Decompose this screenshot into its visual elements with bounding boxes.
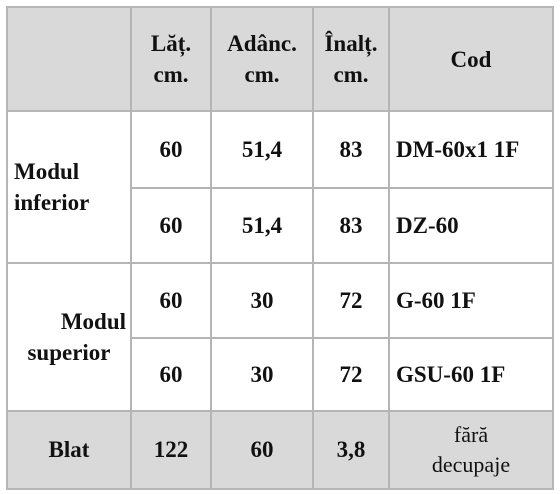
header-cell: Cod <box>388 5 554 113</box>
footer-note: fără decupaje <box>388 409 554 491</box>
cell: 60 <box>210 409 314 491</box>
cell: 72 <box>312 337 390 412</box>
text: 60 <box>159 212 183 238</box>
footer-label: Blat <box>6 409 132 491</box>
cell: 60 <box>130 110 212 189</box>
body-row: 60 30 72 GSU-60 1F <box>7 337 554 412</box>
text: 60 <box>250 437 274 463</box>
text: DZ-60 <box>396 212 459 238</box>
cell: DM-60x1 1F <box>388 110 554 189</box>
text: 60 <box>159 137 183 163</box>
cell: 83 <box>312 110 390 189</box>
text: 30 <box>250 288 274 314</box>
text: 72 <box>339 361 363 387</box>
body-row: 60 51,4 83 DZ-60 <box>7 186 554 265</box>
cell: 72 <box>312 262 390 340</box>
header-cell: Înalț. cm. <box>312 5 390 113</box>
text: superior <box>27 339 111 365</box>
cell: GSU-60 1F <box>388 337 554 412</box>
text: Lăț. <box>150 31 192 57</box>
text: 60 <box>159 361 183 387</box>
cell: 83 <box>312 186 390 265</box>
header-cell <box>6 5 132 113</box>
spec-table: Lăț. cm. Adânc. cm. Înalț. cm. Cod Modul inferio… <box>6 5 554 491</box>
text: 122 <box>153 437 189 463</box>
text: Modul <box>60 308 126 334</box>
text: fără <box>453 422 489 448</box>
cell: 51,4 <box>210 186 314 265</box>
text: inferior <box>14 190 90 216</box>
cell: DZ-60 <box>388 186 554 265</box>
text: 60 <box>159 288 183 314</box>
text: cm. <box>244 62 280 88</box>
text: 83 <box>339 137 363 163</box>
cell: 60 <box>130 337 212 412</box>
cell: 30 <box>210 337 314 412</box>
text: cm. <box>153 62 189 88</box>
text: DM-60x1 1F <box>396 137 520 163</box>
body-row: Modul superior 60 30 72 G-60 1F <box>6 262 554 412</box>
text: cm. <box>333 62 369 88</box>
text: 83 <box>339 212 363 238</box>
footer-row: Blat 122 60 3,8 fără decupaje <box>6 409 554 491</box>
text: 72 <box>339 288 363 314</box>
text: Blat <box>48 437 90 463</box>
text: Modul <box>14 159 80 185</box>
text: Cod <box>450 46 492 72</box>
text: 30 <box>250 361 274 387</box>
body-row: Modul inferior 60 51,4 83 DM-60x1 1F <box>6 110 554 265</box>
text: 51,4 <box>241 137 283 163</box>
cell: 30 <box>210 262 314 340</box>
group-label: Modul inferior <box>6 110 132 265</box>
header-row: Lăț. cm. Adânc. cm. Înalț. cm. Cod <box>6 5 554 113</box>
text: 3,8 <box>336 437 366 463</box>
text: GSU-60 1F <box>396 361 506 387</box>
text: G-60 1F <box>396 288 476 314</box>
header-cell: Adânc. cm. <box>210 5 314 113</box>
group-label: Modul superior <box>6 262 132 412</box>
cell: G-60 1F <box>388 262 554 340</box>
text: Adânc. <box>227 31 297 57</box>
text: decupaje <box>431 451 511 477</box>
text: Înalț. <box>324 31 378 57</box>
cell: 122 <box>130 409 212 491</box>
text: 51,4 <box>241 212 283 238</box>
cell: 3,8 <box>312 409 390 491</box>
cell: 51,4 <box>210 110 314 189</box>
cell: 60 <box>130 262 212 340</box>
cell: 60 <box>130 186 212 265</box>
header-cell: Lăț. cm. <box>130 5 212 113</box>
